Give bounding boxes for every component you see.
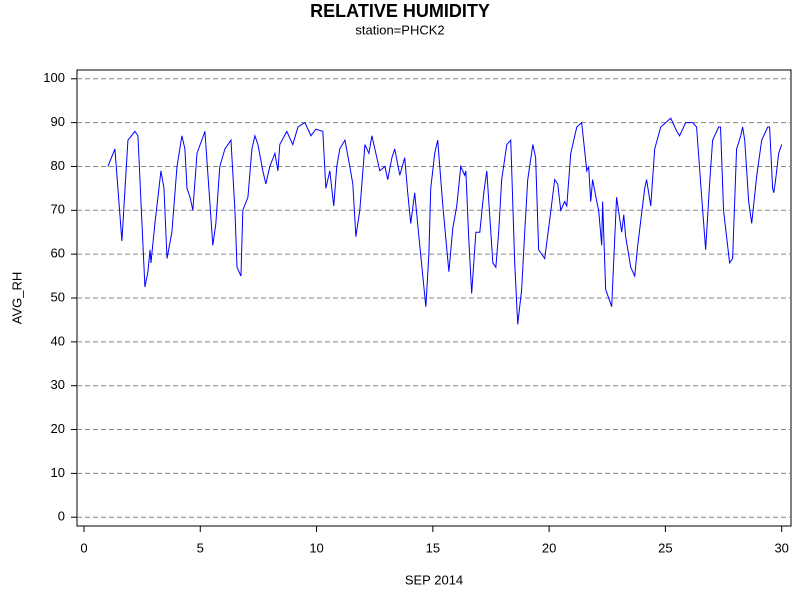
y-tick-label: 40	[51, 333, 65, 348]
x-tick-label: 20	[542, 540, 556, 555]
y-tick-label: 50	[51, 289, 65, 304]
x-tick-label: 30	[774, 540, 788, 555]
y-tick-label: 30	[51, 377, 65, 392]
chart-title: RELATIVE HUMIDITY	[310, 1, 490, 21]
y-tick-label: 0	[58, 509, 65, 524]
y-tick-label: 10	[51, 465, 65, 480]
y-tick-label: 60	[51, 246, 65, 261]
y-tick-label: 100	[43, 70, 65, 85]
y-axis-label: AVG_RH	[9, 272, 24, 325]
y-tick-label: 80	[51, 158, 65, 173]
x-tick-label: 25	[658, 540, 672, 555]
y-tick-label: 70	[51, 202, 65, 217]
y-tick-label: 20	[51, 421, 65, 436]
x-tick-label: 15	[426, 540, 440, 555]
x-axis-label: SEP 2014	[405, 572, 463, 587]
x-tick-label: 5	[197, 540, 204, 555]
chart-subtitle: station=PHCK2	[355, 22, 444, 37]
data-line	[107, 117, 783, 325]
y-tick-label: 90	[51, 114, 65, 129]
x-tick-label: 10	[309, 540, 323, 555]
x-tick-label: 0	[80, 540, 87, 555]
